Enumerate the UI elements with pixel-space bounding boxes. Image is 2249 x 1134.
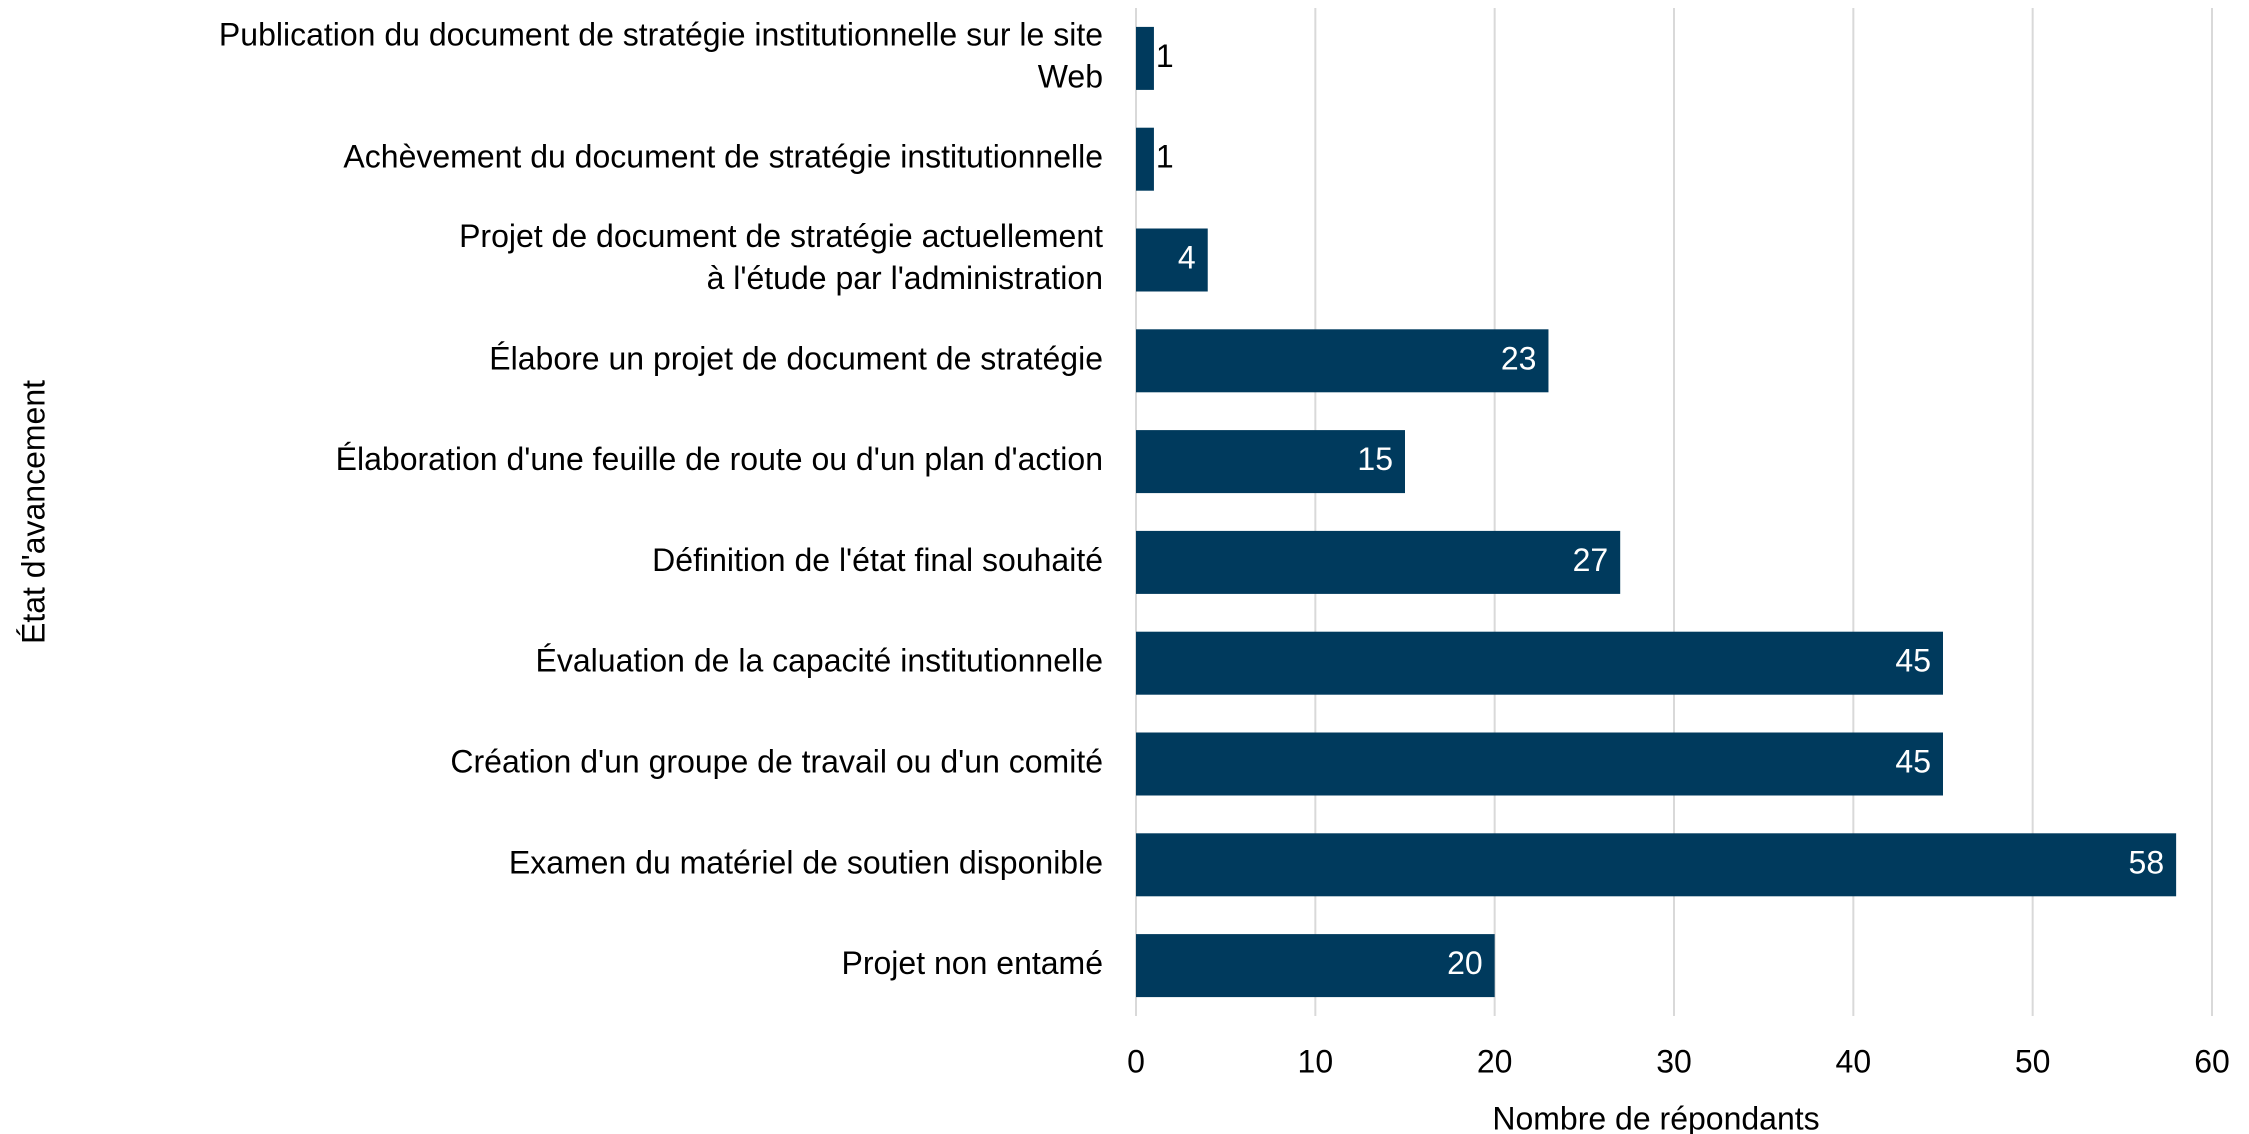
value-label: 1 (1156, 38, 1174, 74)
bar (1136, 934, 1495, 998)
x-tick-label: 20 (1477, 1043, 1513, 1079)
y-tick-label: Publication du document de stratégie ins… (219, 17, 1103, 95)
y-tick-label: Élabore un projet de document de stratég… (489, 340, 1103, 376)
value-label: 23 (1501, 340, 1537, 376)
bar (1136, 631, 1943, 695)
y-tick-label: Élaboration d'une feuille de route ou d'… (336, 441, 1103, 477)
value-label: 27 (1573, 542, 1609, 578)
y-tick-label: Examen du matériel de soutien disponible (509, 844, 1103, 880)
y-tick-label: Achèvement du document de stratégie inst… (343, 139, 1103, 175)
value-label: 15 (1357, 441, 1393, 477)
bar (1136, 530, 1621, 594)
x-axis-label: Nombre de répondants (1492, 1100, 1819, 1134)
x-tick-label: 0 (1127, 1043, 1145, 1079)
y-tick-label: Définition de l'état final souhaité (652, 542, 1103, 578)
x-tick-label: 10 (1298, 1043, 1334, 1079)
bar (1136, 833, 2177, 897)
x-tick-label: 30 (1656, 1043, 1692, 1079)
value-label: 45 (1895, 643, 1931, 679)
y-tick-label: Projet de document de stratégie actuelle… (459, 218, 1103, 296)
x-tick-label: 40 (1836, 1043, 1872, 1079)
y-axis-label: État d'avancement (15, 380, 51, 644)
x-tick-label: 60 (2194, 1043, 2230, 1079)
x-tick-label: 50 (2015, 1043, 2051, 1079)
bar (1136, 127, 1154, 191)
value-label: 20 (1447, 945, 1483, 981)
bar (1136, 26, 1154, 90)
value-label: 4 (1178, 239, 1196, 275)
bar (1136, 228, 1208, 292)
bar (1136, 430, 1405, 494)
value-label: 45 (1895, 743, 1931, 779)
y-tick-label: Création d'un groupe de travail ou d'un … (450, 743, 1103, 779)
bar (1136, 329, 1549, 393)
y-tick-label: Évaluation de la capacité institutionnel… (536, 643, 1103, 679)
value-label: 1 (1156, 139, 1174, 175)
value-label: 58 (2129, 844, 2165, 880)
bar (1136, 732, 1943, 796)
y-tick-label: Projet non entamé (842, 945, 1104, 981)
